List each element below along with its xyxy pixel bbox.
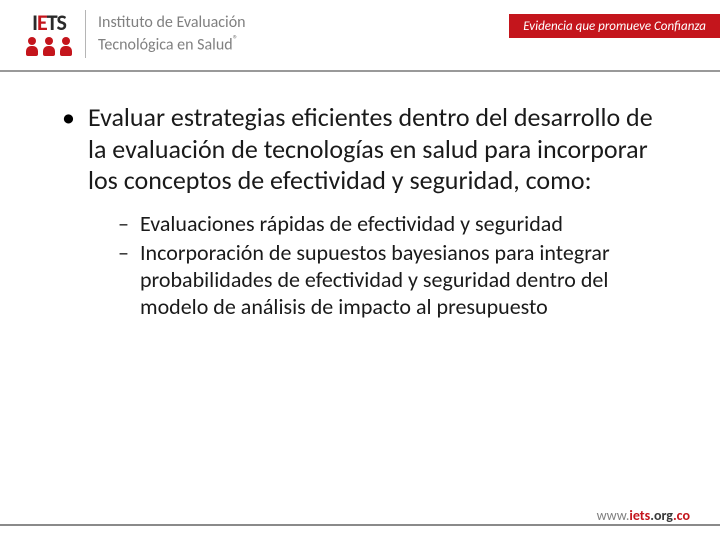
main-bullet-text: Evaluar estrategias eficientes dentro de… bbox=[88, 101, 653, 196]
main-bullet: Evaluar estrategias eficientes dentro de… bbox=[60, 102, 670, 320]
person-icon bbox=[59, 37, 73, 56]
url-suffix: .co bbox=[673, 507, 690, 524]
slide-content: Evaluar estrategias eficientes dentro de… bbox=[0, 72, 720, 320]
institute-line2: Tecnológica en Salud® bbox=[98, 33, 246, 55]
logo-acronym: IETS bbox=[32, 12, 66, 34]
registered-mark: ® bbox=[233, 33, 239, 46]
tagline-banner: Evidencia que promueve Confianza bbox=[509, 14, 720, 38]
people-icon-row bbox=[25, 37, 73, 56]
url-prefix: www. bbox=[597, 507, 630, 524]
footer-url: www.iets.org.co bbox=[591, 507, 696, 524]
footer-line bbox=[0, 524, 720, 526]
logo-letters-ts: TS bbox=[47, 9, 66, 36]
logo-letter-e: E bbox=[37, 9, 47, 36]
sub-item: Incorporación de supuestos bayesianos pa… bbox=[118, 240, 670, 320]
logo-block: IETS Instituto de Evaluación Tecnológica… bbox=[25, 10, 246, 58]
sub-list: Evaluaciones rápidas de efectividad y se… bbox=[88, 211, 670, 320]
slide-footer: www.iets.org.co bbox=[0, 524, 720, 526]
institute-line1: Instituto de Evaluación bbox=[98, 13, 246, 33]
url-org: .org bbox=[650, 507, 673, 524]
slide-header: IETS Instituto de Evaluación Tecnológica… bbox=[0, 0, 720, 58]
institute-name: Instituto de Evaluación Tecnológica en S… bbox=[98, 13, 246, 55]
person-icon bbox=[25, 37, 39, 56]
sub-item: Evaluaciones rápidas de efectividad y se… bbox=[118, 211, 670, 238]
logo-mark: IETS bbox=[25, 12, 73, 56]
vertical-separator bbox=[85, 10, 86, 58]
url-mid: iets bbox=[629, 507, 650, 524]
person-icon bbox=[42, 37, 56, 56]
